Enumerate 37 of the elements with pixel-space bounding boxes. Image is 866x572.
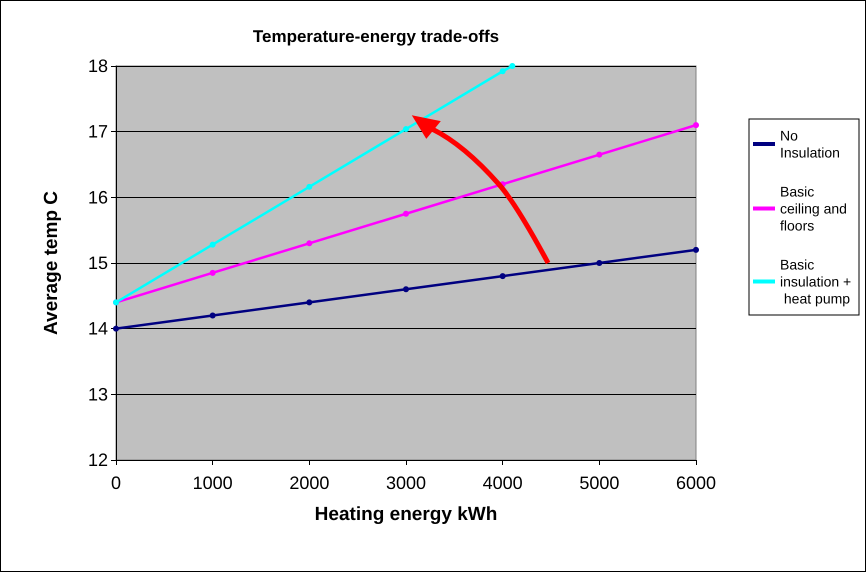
point (306, 299, 312, 306)
point (210, 270, 216, 276)
legend-label: No Insulation (780, 128, 840, 160)
y-tick-label: 18 (88, 56, 108, 76)
x-tick-label: 5000 (579, 473, 620, 493)
point (113, 326, 119, 332)
point (210, 312, 216, 319)
x-axis-title: Heating energy kWh (314, 504, 498, 525)
y-tick-label: 14 (88, 318, 108, 339)
y-tick-label: 17 (88, 122, 108, 142)
point (306, 240, 312, 246)
x-tick-label: 3000 (386, 473, 426, 493)
x-tick-label: 6000 (676, 473, 716, 493)
point (403, 210, 409, 217)
y-tick-label: 13 (88, 384, 108, 404)
x-tick-label: 1000 (192, 473, 233, 493)
y-tick-label: 12 (88, 450, 108, 470)
point (500, 68, 506, 74)
point (210, 242, 216, 248)
point (596, 152, 602, 158)
y-axis-title: Average temp C (41, 190, 62, 335)
point (693, 246, 699, 253)
x-tick-label: 4000 (482, 473, 523, 493)
x-tick-label: 2000 (289, 473, 330, 493)
point (500, 273, 506, 280)
chart-title: Temperature-energy trade-offs (252, 27, 500, 46)
x-tick-label: 0 (110, 473, 122, 493)
point (403, 286, 409, 292)
point (596, 260, 602, 266)
point (693, 122, 699, 128)
y-tick-label: 16 (88, 187, 108, 208)
point (306, 184, 312, 190)
y-tick-label: 15 (88, 253, 108, 273)
point (403, 126, 409, 132)
legend-label: Basic ceiling and floors (780, 184, 851, 234)
point (509, 63, 516, 69)
legend-label: Basic insulation + heat pump (780, 256, 852, 306)
